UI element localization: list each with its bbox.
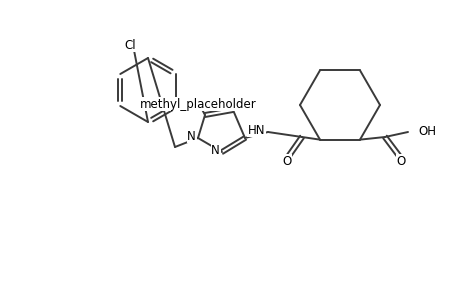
Text: methyl_placeholder: methyl_placeholder — [140, 98, 256, 110]
Text: methyl: methyl — [193, 106, 198, 107]
Text: N: N — [187, 130, 196, 142]
Text: O: O — [396, 154, 405, 167]
Text: N: N — [211, 143, 219, 157]
Text: Cl: Cl — [124, 38, 135, 52]
Text: HN: HN — [247, 124, 264, 136]
Text: O: O — [282, 154, 291, 167]
Text: OH: OH — [417, 124, 435, 137]
